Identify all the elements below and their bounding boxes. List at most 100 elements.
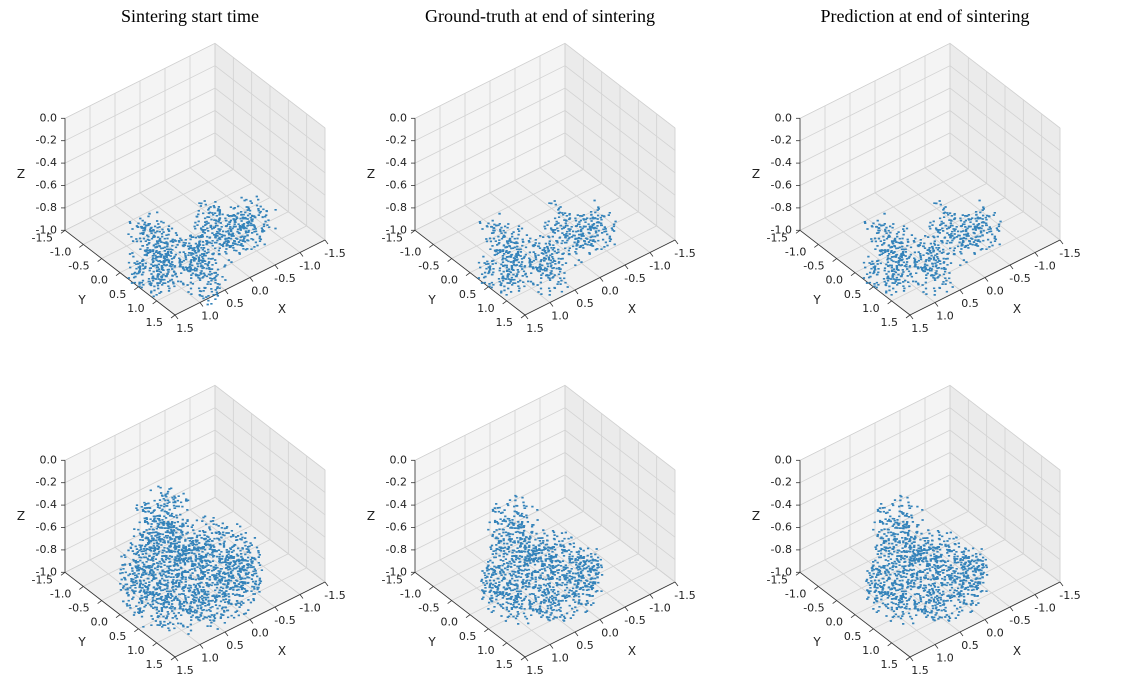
z-tick-label: -0.6 [36,179,57,192]
tick-mark [935,303,938,307]
tick-mark [503,643,507,646]
x-axis-label: X [628,302,636,316]
y-axis-label: Y [77,635,86,649]
tick-mark [275,607,278,611]
y-tick-label: 1.0 [862,644,880,657]
x-tick-label: 0.0 [251,285,269,298]
tick-mark [300,253,303,257]
tick-mark [1010,265,1013,269]
tick-mark [448,259,452,262]
x-tick-label: 0.0 [601,627,619,640]
tick-mark [225,290,228,294]
x-tick-label: -1.5 [1059,589,1080,602]
tick-mark [250,278,253,282]
panel: -1.5-1.0-0.50.00.51.01.5-1.5-1.0-0.50.00… [17,6,346,335]
y-axis-label: Y [77,293,86,307]
z-tick-label: -0.2 [386,134,407,147]
tick-mark [575,632,578,636]
y-tick-label: -0.5 [803,602,824,615]
tick-mark [175,657,178,661]
y-tick-label: 1.0 [862,302,880,315]
y-tick-label: 0.0 [441,274,459,287]
y-tick-label: 0.0 [826,616,844,629]
x-tick-label: -0.5 [624,614,645,627]
z-tick-label: -0.4 [386,498,407,511]
tick-mark [61,230,65,233]
tick-mark [521,315,525,318]
tick-mark [575,290,578,294]
x-tick-label: 1.5 [526,322,544,335]
x-tick-label: 0.0 [986,285,1004,298]
x-tick-label: 0.0 [601,285,619,298]
tick-mark [429,244,433,247]
y-tick-label: -1.0 [50,587,71,600]
z-tick-label: 0.0 [40,453,58,466]
y-tick-label: -1.0 [785,587,806,600]
x-tick-label: 0.5 [576,297,594,310]
z-tick-label: -0.8 [36,201,57,214]
z-tick-label: -0.6 [386,521,407,534]
z-tick-label: -0.6 [771,179,792,192]
x-axis-label: X [278,644,286,658]
x-tick-label: -0.5 [1009,614,1030,627]
y-tick-label: 1.5 [146,658,164,671]
x-tick-label: 1.0 [936,652,954,665]
x-tick-label: -0.5 [274,614,295,627]
tick-mark [153,643,157,646]
z-tick-label: -0.2 [36,134,57,147]
x-tick-label: 0.5 [961,297,979,310]
z-tick-label: -1.0 [36,565,57,578]
x-tick-label: 0.5 [226,297,244,310]
tick-mark [833,259,837,262]
tick-mark [600,620,603,624]
z-axis-label: Z [367,167,375,181]
y-tick-label: 1.5 [496,658,514,671]
panel: -1.5-1.0-0.50.00.51.01.5-1.5-1.0-0.50.00… [367,6,696,335]
tick-mark [796,572,800,575]
tick-mark [675,240,678,244]
y-tick-label: 1.5 [146,316,164,329]
x-axis-label: X [628,644,636,658]
x-tick-label: -0.5 [624,272,645,285]
z-tick-label: -0.4 [771,498,792,511]
z-tick-label: -0.4 [386,156,407,169]
x-tick-label: -0.5 [1009,272,1030,285]
z-tick-label: -1.0 [386,223,407,236]
y-tick-label: 0.0 [441,616,459,629]
z-tick-label: 0.0 [390,111,408,124]
z-tick-label: -0.2 [771,134,792,147]
tick-mark [906,657,910,660]
z-tick-label: 0.0 [775,111,793,124]
tick-mark [116,273,120,276]
z-tick-label: -0.4 [36,156,57,169]
tick-mark [600,278,603,282]
x-tick-label: -1.0 [1034,260,1055,273]
z-tick-label: -0.2 [36,476,57,489]
tick-mark [869,287,873,290]
z-axis-label: Z [752,509,760,523]
tick-mark [98,259,102,262]
z-tick-label: -0.6 [771,521,792,534]
tick-mark [1035,253,1038,257]
tick-mark [833,601,837,604]
tick-mark [869,629,873,632]
panel-title: Prediction at end of sintering [821,6,1030,26]
y-tick-label: 0.0 [826,274,844,287]
z-axis-label: Z [367,509,375,523]
x-tick-label: 0.5 [576,639,594,652]
tick-mark [650,253,653,257]
z-tick-label: -1.0 [771,223,792,236]
y-tick-label: -1.0 [50,245,71,258]
tick-mark [888,301,892,304]
y-tick-label: -0.5 [68,260,89,273]
tick-mark [79,244,83,247]
y-tick-label: -0.5 [803,260,824,273]
y-axis-label: Y [812,293,821,307]
z-tick-label: -0.8 [771,543,792,556]
tick-mark [960,632,963,636]
y-axis-label: Y [427,293,436,307]
y-tick-label: 0.0 [91,616,109,629]
tick-mark [225,632,228,636]
tick-mark [960,290,963,294]
y-tick-label: -0.5 [418,260,439,273]
